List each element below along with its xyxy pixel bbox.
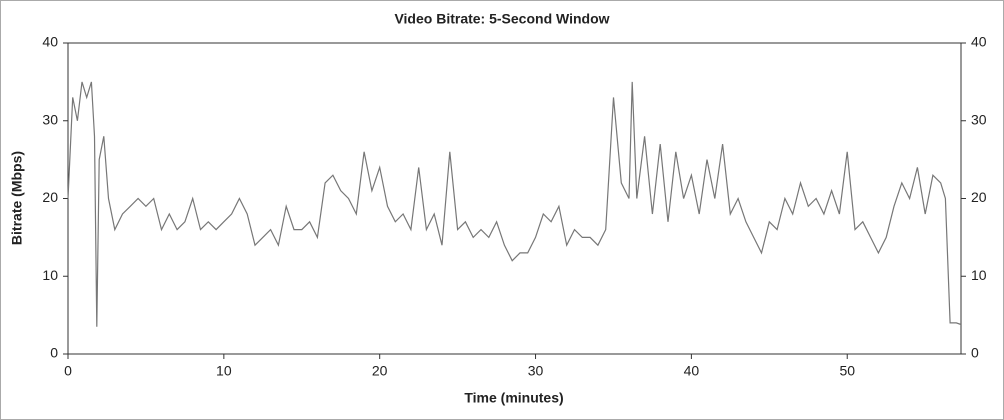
y-tick-label: 0	[50, 345, 58, 361]
chart-title: Video Bitrate: 5-Second Window	[394, 11, 609, 27]
x-tick-label: 10	[216, 363, 232, 379]
x-tick-label: 30	[528, 363, 544, 379]
x-axis-label: Time (minutes)	[464, 390, 563, 406]
x-tick-label: 50	[839, 363, 855, 379]
x-tick-label: 40	[684, 363, 700, 379]
y2-tick-label: 10	[971, 267, 987, 283]
data-line	[67, 81, 962, 327]
y2-tick-label: 0	[971, 345, 979, 361]
y-axis-label: Bitrate (Mbps)	[9, 151, 25, 245]
y2-tick-label: 30	[971, 111, 987, 127]
x-tick-label: 20	[372, 363, 388, 379]
x-tick-label: 0	[64, 363, 72, 379]
y-tick-label: 30	[42, 111, 58, 127]
y-tick-label: 40	[42, 34, 58, 50]
y-tick-label: 20	[42, 189, 58, 205]
y2-tick-label: 20	[971, 189, 987, 205]
y-tick-label: 10	[42, 267, 58, 283]
y2-tick-label: 40	[971, 34, 987, 50]
